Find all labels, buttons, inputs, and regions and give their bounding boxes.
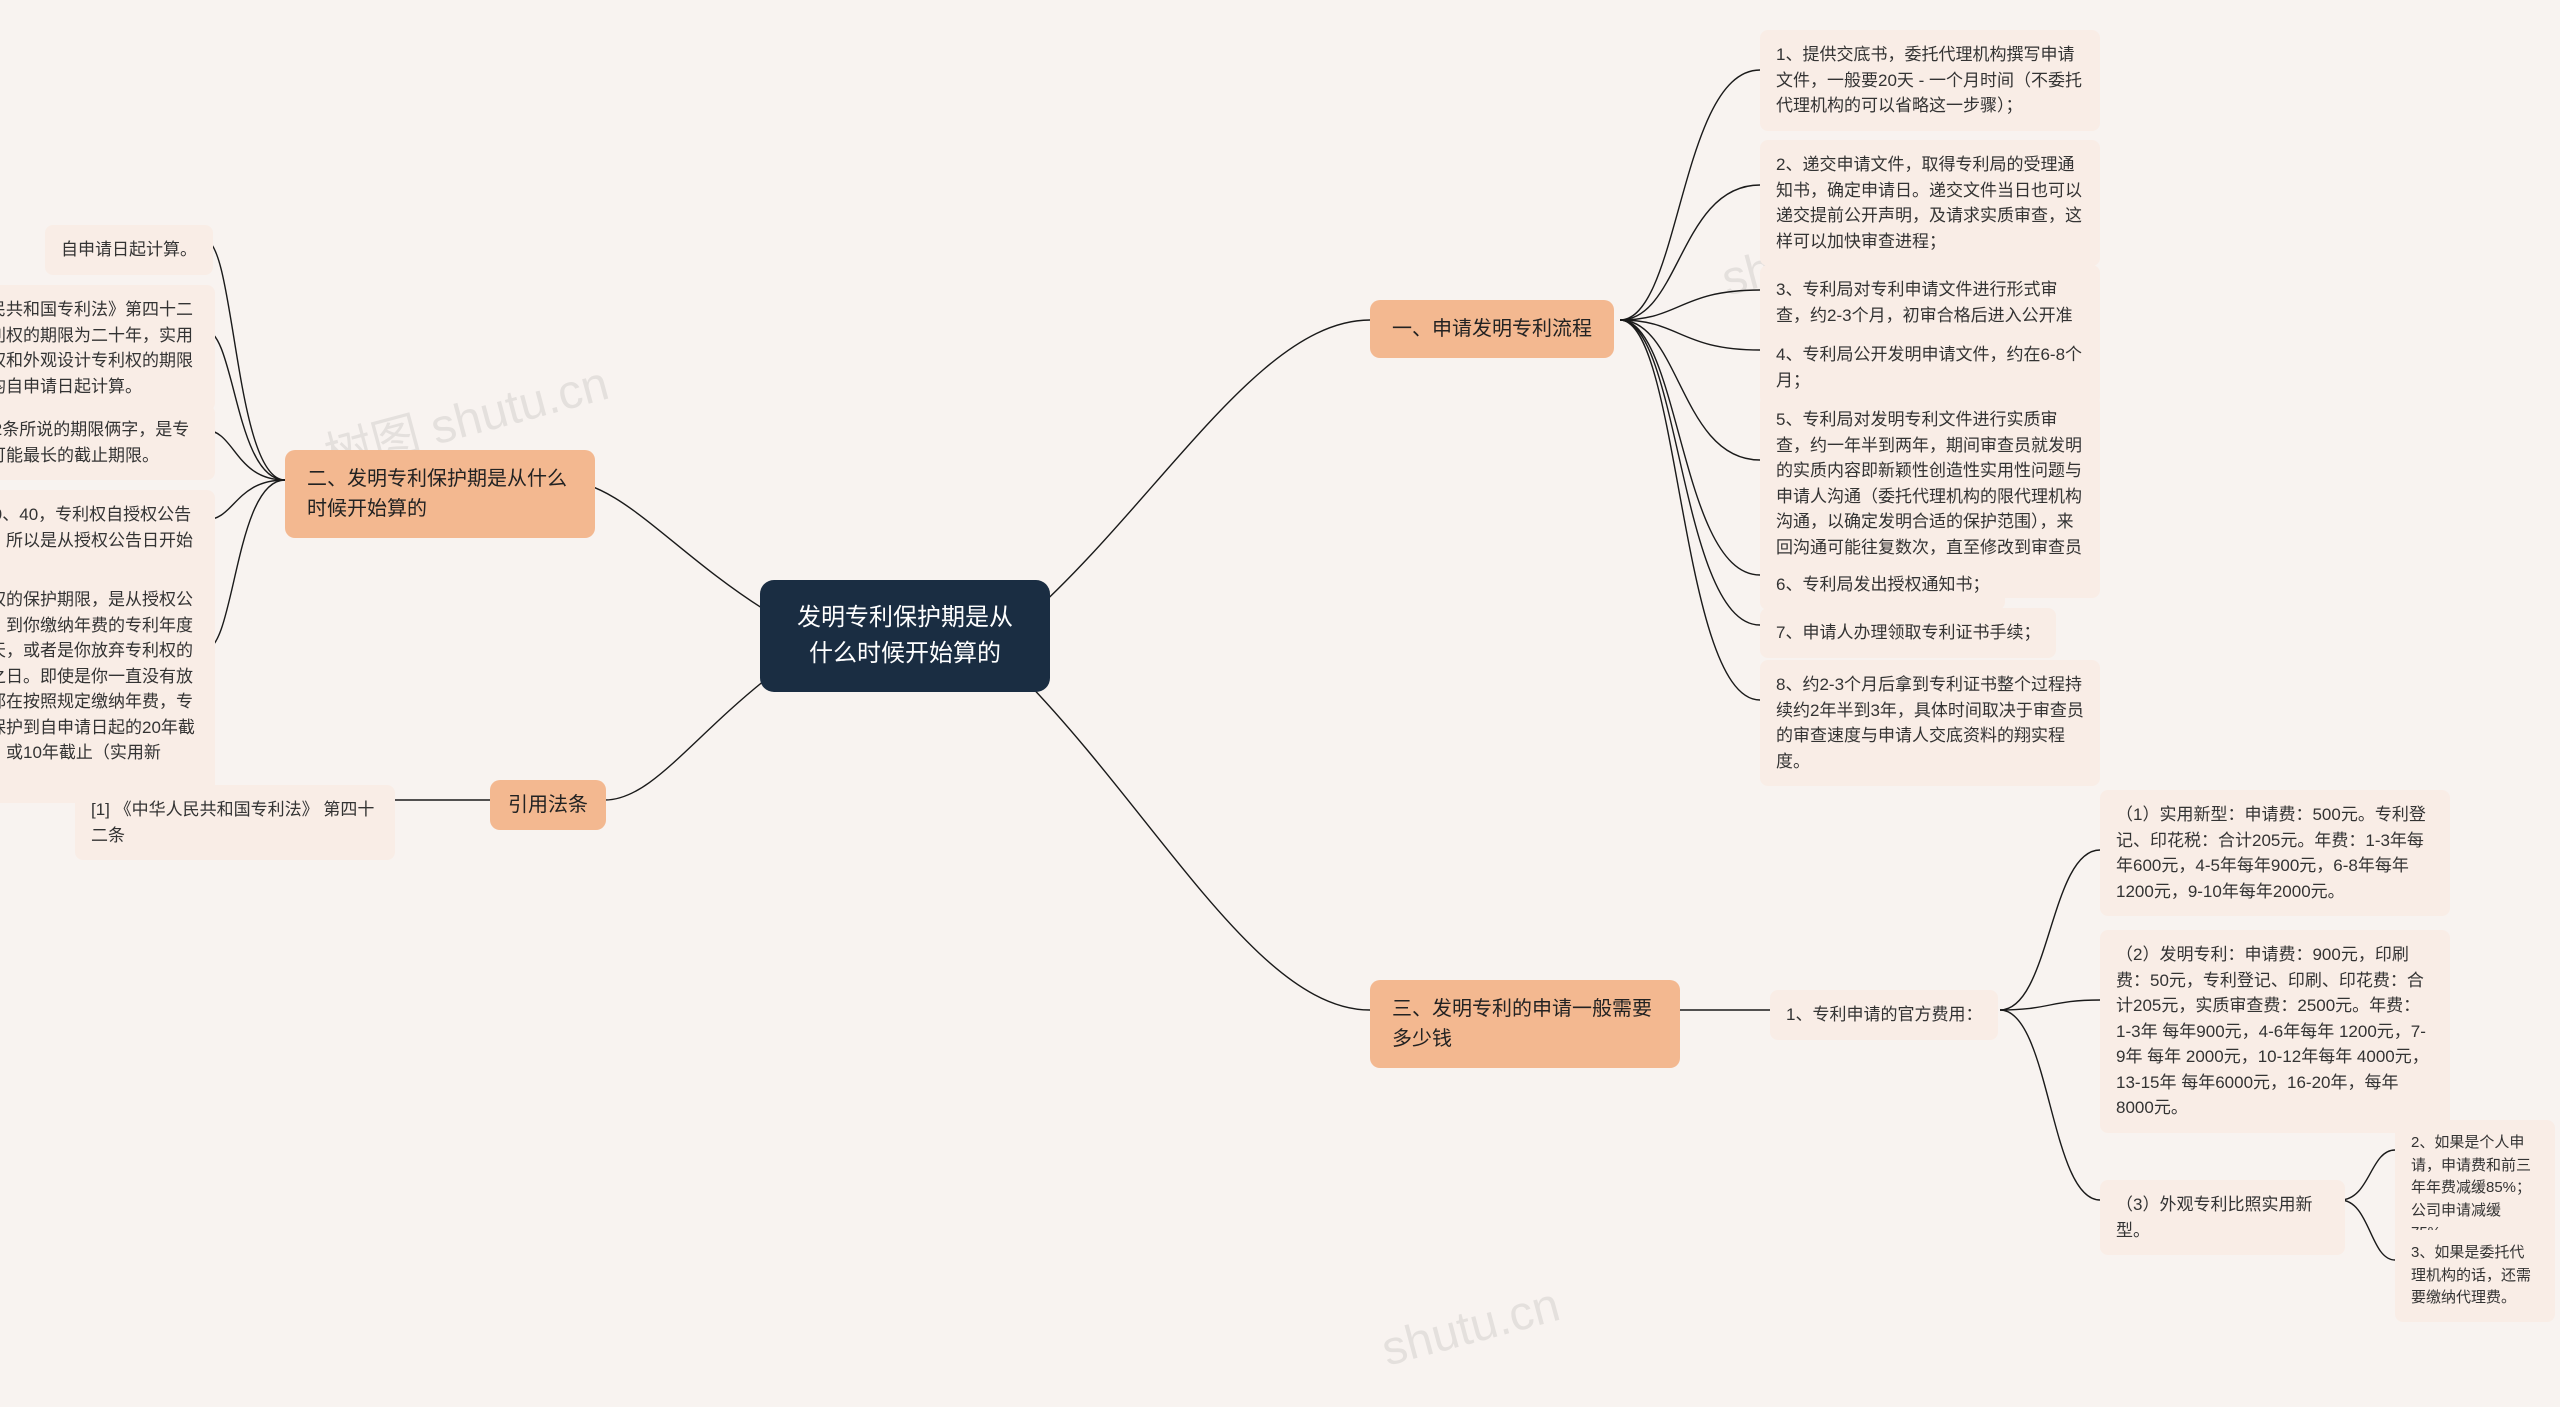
b4-leaf-1: [1] 《中华人民共和国专利法》 第四十二条 (75, 785, 395, 860)
b2-leaf-3: 专利法A42条所说的期限俩字，是专利保护的可能最长的截止期限。 (0, 405, 215, 480)
b1-leaf-4: 4、专利局公开发明申请文件，约在6-8个月； (1760, 330, 2100, 405)
b1-leaf-6: 6、专利局发出授权通知书； (1760, 560, 2005, 610)
branch-3: 三、发明专利的申请一般需要多少钱 (1370, 980, 1680, 1068)
b1-leaf-2: 2、递交申请文件，取得专利局的受理通知书，确定申请日。递交文件当日也可以递交提前… (1760, 140, 2100, 266)
b2-leaf-5: 所以专利权的保护期限，是从授权公告日开始，到你缴纳年费的专利年度的最后一天，或者… (0, 575, 215, 803)
b1-leaf-8: 8、约2-3个月后拿到专利证书整个过程持续约2年半到3年，具体时间取决于审查员的… (1760, 660, 2100, 786)
watermark: shutu.cn (1376, 1277, 1566, 1377)
b3-leaf-3: （3）外观专利比照实用新型。 (2100, 1180, 2345, 1255)
b3-sub: 1、专利申请的官方费用： (1770, 990, 1998, 1040)
b3-subsub-2: 3、如果是委托代理机构的话，还需要缴纳代理费。 (2395, 1230, 2555, 1322)
b2-leaf-2: 《中华人民共和国专利法》第四十二条发明专利权的期限为二十年，实用新型专利权和外观… (0, 285, 215, 411)
b3-leaf-2: （2）发明专利：申请费：900元，印刷费：50元，专利登记、印刷、印花费：合计2… (2100, 930, 2450, 1133)
branch-4: 引用法条 (490, 780, 606, 830)
b2-leaf-1: 自申请日起计算。 (45, 225, 213, 275)
branch-2: 二、发明专利保护期是从什么时候开始算的 (285, 450, 595, 538)
branch-1: 一、申请发明专利流程 (1370, 300, 1614, 358)
center-node: 发明专利保护期是从什么时候开始算的 (760, 580, 1050, 692)
b1-leaf-1: 1、提供交底书，委托代理机构撰写申请文件，一般要20天 - 一个月时间（不委托代… (1760, 30, 2100, 131)
b1-leaf-7: 7、申请人办理领取专利证书手续； (1760, 608, 2056, 658)
b3-leaf-1: （1）实用新型：申请费：500元。专利登记、印花税：合计205元。年费：1-3年… (2100, 790, 2450, 916)
